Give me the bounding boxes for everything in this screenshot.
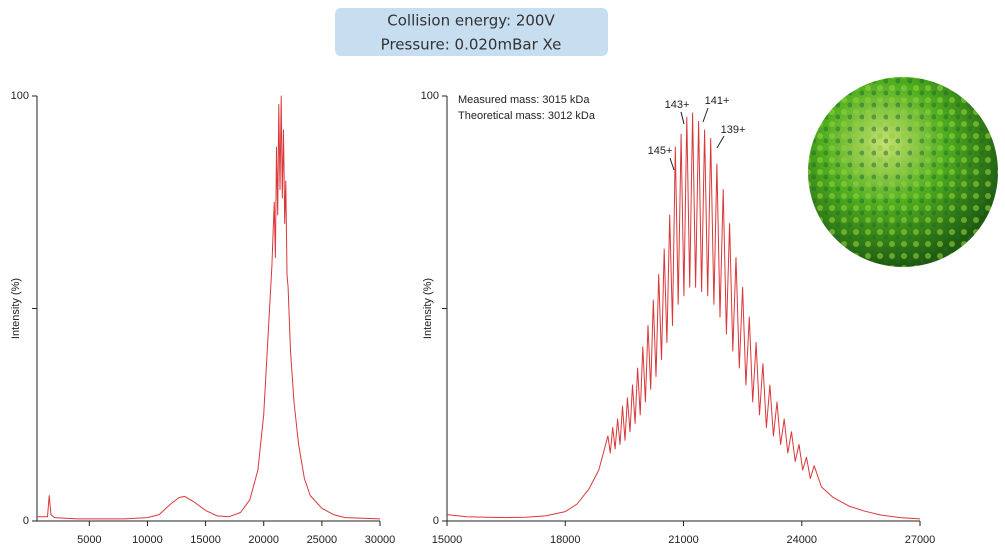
peak-pointer bbox=[669, 157, 675, 171]
annotation: Measured mass: 3015 kDa bbox=[458, 94, 590, 106]
peak-label: 139+ bbox=[721, 124, 746, 136]
x-tick-label: 21000 bbox=[668, 534, 699, 546]
x-tick-label: 30000 bbox=[365, 534, 396, 546]
peak-label: 143+ bbox=[665, 99, 690, 111]
spectrum-line bbox=[37, 95, 381, 520]
x-tick-label: 20000 bbox=[248, 534, 279, 546]
x-tick-label: 24000 bbox=[786, 534, 817, 546]
x-tick-label: 5000 bbox=[77, 534, 101, 546]
y-axis-label: Intensity (%) bbox=[422, 278, 434, 339]
header-line: Collision energy: 200V bbox=[387, 12, 555, 30]
annotation: Theoretical mass: 3012 kDa bbox=[458, 110, 596, 122]
x-tick-label: 25000 bbox=[307, 534, 338, 546]
peak-label: 145+ bbox=[648, 145, 673, 157]
peak-label: 141+ bbox=[705, 95, 730, 107]
x-tick-label: 27000 bbox=[905, 534, 936, 546]
peak-pointer bbox=[716, 135, 725, 149]
header-line: Pressure: 0.020mBar Xe bbox=[381, 36, 562, 54]
header-box bbox=[335, 8, 608, 56]
y-tick-label: 100 bbox=[421, 90, 439, 102]
x-tick-label: 15000 bbox=[190, 534, 221, 546]
virus-image bbox=[808, 77, 998, 267]
x-tick-label: 18000 bbox=[550, 534, 581, 546]
y-tick-label: 0 bbox=[433, 515, 439, 527]
y-tick-label: 0 bbox=[23, 515, 29, 527]
peak-pointer bbox=[702, 107, 709, 123]
peak-pointer bbox=[680, 111, 685, 125]
x-tick-label: 15000 bbox=[432, 534, 463, 546]
spectrum-line bbox=[446, 112, 921, 520]
y-axis-label: Intensity (%) bbox=[10, 278, 22, 339]
x-tick-label: 10000 bbox=[132, 534, 163, 546]
y-tick-label: 100 bbox=[11, 90, 29, 102]
